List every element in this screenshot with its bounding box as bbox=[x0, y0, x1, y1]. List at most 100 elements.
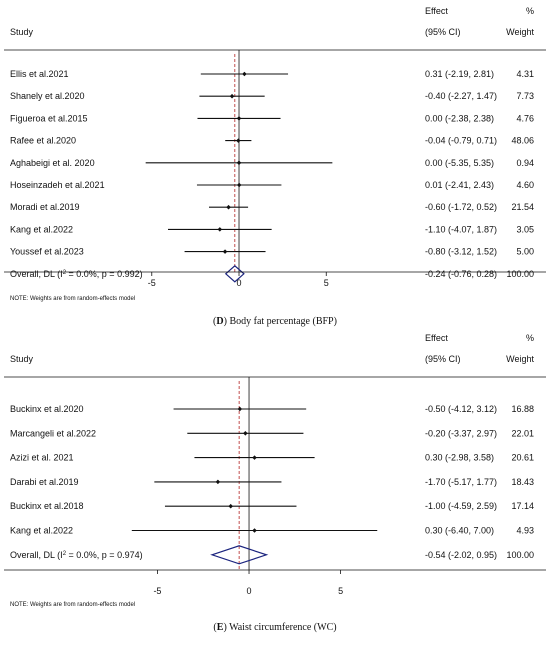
effect-ci-value: -0.20 (-3.37, 2.97) bbox=[425, 428, 497, 438]
header-ci: (95% CI) bbox=[425, 354, 461, 364]
effect-ci-value: 0.30 (-2.98, 3.58) bbox=[425, 453, 494, 463]
header-ci: (95% CI) bbox=[425, 27, 461, 37]
caption-text: Body fat percentage (BFP) bbox=[229, 316, 336, 327]
overall-label-superscript: 2 bbox=[63, 551, 67, 557]
study-name: Moradi et al.2019 bbox=[10, 202, 80, 212]
overall-effect-ci-value: -0.54 (-2.02, 0.95) bbox=[425, 550, 497, 560]
weight-value: 0.94 bbox=[516, 158, 534, 168]
effect-ci-value: -0.04 (-0.79, 0.71) bbox=[425, 136, 497, 146]
effect-ci-value: 0.30 (-6.40, 7.00) bbox=[425, 526, 494, 536]
effect-ci-value: -0.60 (-1.72, 0.52) bbox=[425, 202, 497, 212]
effect-ci-value: -0.50 (-4.12, 3.12) bbox=[425, 404, 497, 414]
effect-ci-value: -1.70 (-5.17, 1.77) bbox=[425, 477, 497, 487]
overall-label-suffix: = 0.0%, p = 0.992) bbox=[66, 269, 143, 279]
point-estimate bbox=[228, 503, 233, 509]
forest-panel-D: Effect (95% CI)% Weight Study Ellis et al.20… bbox=[4, 6, 546, 327]
study-name: Kang et al.2022 bbox=[10, 526, 73, 536]
study-name: Hoseinzadeh et al.2021 bbox=[10, 180, 105, 190]
study-name: Kang et al.2022 bbox=[10, 224, 73, 234]
panel-caption: (E) Waist circumference (WC) bbox=[213, 622, 336, 633]
effect-ci-value: 0.31 (-2.19, 2.81) bbox=[425, 69, 494, 79]
overall-label: Overall, DL (I2 = 0.0%, p = 0.974) bbox=[10, 550, 143, 560]
header-effect: Effect bbox=[425, 333, 448, 343]
overall-label-prefix: Overall, DL (I bbox=[10, 550, 63, 560]
weight-value: 21.54 bbox=[511, 202, 534, 212]
weight-value: 17.14 bbox=[511, 501, 534, 511]
point-estimate bbox=[252, 455, 257, 460]
overall-weight-value: 100.00 bbox=[506, 550, 534, 560]
overall-label: Overall, DL (I2 = 0.0%, p = 0.992) bbox=[10, 269, 143, 279]
header-weight: Weight bbox=[506, 354, 534, 364]
x-tick-label: 5 bbox=[338, 586, 343, 596]
caption-open-paren: ( bbox=[213, 316, 217, 327]
x-tick-label: 5 bbox=[324, 278, 329, 288]
study-name: Ellis et al.2021 bbox=[10, 69, 69, 79]
overall-label-suffix: = 0.0%, p = 0.974) bbox=[66, 550, 143, 560]
effect-ci-value: -1.00 (-4.59, 2.59) bbox=[425, 501, 497, 511]
effect-ci-value: 0.00 (-5.35, 5.35) bbox=[425, 158, 494, 168]
study-name: Azizi et al. 2021 bbox=[10, 453, 74, 463]
study-name: Buckinx et al.2018 bbox=[10, 501, 84, 511]
point-estimate bbox=[243, 431, 248, 436]
point-estimate bbox=[252, 528, 257, 533]
point-estimate bbox=[217, 227, 223, 232]
header-study: Study bbox=[10, 354, 34, 364]
caption-panel-letter: E bbox=[217, 622, 224, 633]
weight-value: 7.73 bbox=[516, 91, 534, 101]
point-estimate bbox=[236, 116, 242, 121]
overall-label-prefix: Overall, DL (I bbox=[10, 269, 63, 279]
weight-value: 5.00 bbox=[516, 247, 534, 257]
effect-ci-value: -1.10 (-4.07, 1.87) bbox=[425, 224, 497, 234]
overall-effect-ci-value: -0.24 (-0.76, 0.28) bbox=[425, 269, 497, 279]
study-name: Shanely et al.2020 bbox=[10, 91, 85, 101]
weights-note: NOTE: Weights are from random-effects mo… bbox=[10, 296, 135, 302]
weight-value: 3.05 bbox=[516, 224, 534, 234]
point-estimate bbox=[236, 160, 242, 166]
point-estimate bbox=[222, 249, 228, 254]
caption-open-paren: ( bbox=[213, 622, 217, 633]
point-estimate bbox=[215, 479, 221, 485]
study-name: Rafee et al.2020 bbox=[10, 136, 76, 146]
caption-panel-letter: D bbox=[216, 316, 223, 327]
caption-close-paren: ) bbox=[223, 622, 229, 633]
header-percent: % bbox=[526, 333, 534, 343]
effect-ci-value: -0.80 (-3.12, 1.52) bbox=[425, 247, 497, 257]
study-name: Buckinx et al.2020 bbox=[10, 404, 84, 414]
caption-close-paren: ) bbox=[224, 316, 230, 327]
overall-label-superscript: 2 bbox=[63, 270, 67, 276]
study-name: Youssef et al.2023 bbox=[10, 247, 84, 257]
effect-ci-value: 0.00 (-2.38, 2.38) bbox=[425, 113, 494, 123]
x-tick-label: -5 bbox=[153, 586, 161, 596]
weight-value: 4.76 bbox=[516, 113, 534, 123]
weight-value: 48.06 bbox=[511, 136, 534, 146]
weights-note: NOTE: Weights are from random-effects mo… bbox=[10, 602, 135, 608]
x-tick-label: -5 bbox=[148, 278, 156, 288]
panel-caption: (D) Body fat percentage (BFP) bbox=[213, 316, 337, 327]
x-tick-label: 0 bbox=[247, 586, 252, 596]
point-estimate bbox=[236, 182, 242, 188]
weight-value: 20.61 bbox=[511, 453, 534, 463]
header-effect: Effect bbox=[425, 6, 448, 16]
caption-text: Waist circumference (WC) bbox=[229, 622, 336, 633]
study-name: Figueroa et al.2015 bbox=[10, 113, 88, 123]
weight-value: 4.60 bbox=[516, 180, 534, 190]
weight-value: 4.31 bbox=[516, 69, 534, 79]
overall-diamond bbox=[210, 545, 269, 565]
study-name: Marcangeli et al.2022 bbox=[10, 428, 96, 438]
header-weight: Weight bbox=[506, 27, 534, 37]
point-estimate bbox=[242, 71, 247, 77]
point-estimate bbox=[226, 204, 231, 210]
study-name: Darabi et al.2019 bbox=[10, 477, 79, 487]
effect-ci-value: 0.01 (-2.41, 2.43) bbox=[425, 180, 494, 190]
header-percent: % bbox=[526, 6, 534, 16]
overall-weight-value: 100.00 bbox=[506, 269, 534, 279]
x-tick-label: 0 bbox=[237, 278, 242, 288]
weight-value: 16.88 bbox=[511, 404, 534, 414]
weight-value: 4.93 bbox=[516, 526, 534, 536]
weight-value: 18.43 bbox=[511, 477, 534, 487]
point-estimate bbox=[237, 406, 243, 412]
header-study: Study bbox=[10, 27, 34, 37]
point-estimate bbox=[236, 138, 241, 143]
forest-panel-E: Effect (95% CI)% Weight Study Buckinx et al.… bbox=[4, 333, 546, 633]
